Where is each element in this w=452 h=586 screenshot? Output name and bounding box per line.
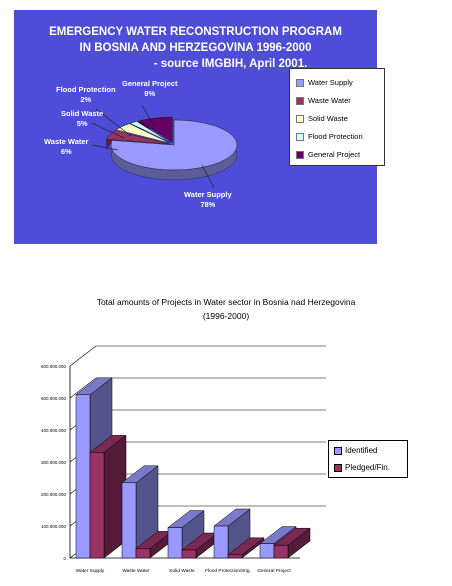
pie-legend-label-general-project: General Project: [308, 150, 361, 159]
bar-chart-title-line-1: Total amounts of Projects in Water secto…: [96, 297, 356, 307]
pie-leader-general-project: [141, 104, 155, 127]
bar-y-tick-label-6: 600.000.000: [41, 364, 67, 369]
bar-water-supply-pledged-fin: [89, 452, 105, 559]
bar-legend-item-identified: Identified: [334, 446, 377, 455]
bar-x-tick-label-water-supply: Water Supply: [76, 568, 105, 574]
bar-legend-label-identified: Identified: [345, 446, 378, 455]
pie-slice-waste-water: [106, 130, 169, 145]
bar-legend-item-pledged: Pledged/Fin.: [334, 463, 390, 472]
pie-slice-general-project: [137, 116, 173, 143]
bar-y-tick-label-1: 100.000.000: [41, 524, 67, 529]
pie-label-solid-waste-value: 5%: [76, 119, 88, 128]
bar-y-tick-label-5: 500.000.000: [41, 396, 67, 401]
pie-chart-plot: [91, 104, 238, 189]
bar-solid-waste-pledged-fin: [181, 549, 197, 559]
bar-y-tick-label-2: 200.000.000: [41, 492, 67, 497]
bar-x-tick-label-flood-protection-irrig: Flood Protection/Irrig.: [205, 568, 251, 574]
bar-legend-swatch-pledged: [334, 463, 342, 472]
pie-label-water-supply-name: Water Supply: [184, 190, 232, 199]
bar-solid-waste-identified: [167, 527, 183, 559]
bar-grid-diag-6: [69, 345, 97, 367]
pie-leader-solid-waste: [91, 122, 125, 139]
pie-chart-panel: EMERGENCY WATER RECONSTRUCTION PROGRAM I…: [14, 10, 385, 244]
bar-x-tick-label-solid-waste: Solid Waste: [169, 568, 195, 574]
bar-waste-water-pledged-fin: [135, 548, 151, 559]
pie-legend-label-water-supply: Water Supply: [308, 78, 353, 87]
pie-title-line-3: - source IMGBIH, April 2001.: [153, 58, 308, 70]
pie-title-line-1: EMERGENCY WATER RECONSTRUCTION PROGRAM: [49, 26, 342, 38]
pie-label-water-supply: Water Supply 78%: [184, 190, 232, 210]
bar-general-project-pledged-fin: [273, 544, 289, 559]
pie-legend-item-water-supply: Water Supply: [296, 78, 353, 88]
bar-water-supply-identified: [75, 394, 91, 559]
bar-y-tick-label-3: 300.000.000: [41, 460, 67, 465]
pie-legend-label-solid-waste: Solid Waste: [308, 114, 348, 123]
pie-label-solid-waste-name: Solid Waste: [61, 109, 104, 118]
bar-general-project-identified: [259, 543, 275, 559]
pie-label-water-supply-value: 78%: [200, 200, 216, 209]
pie-leader-waste-water: [91, 144, 119, 151]
bar-chart-title-line-2: (1996-2000): [202, 311, 250, 321]
pie-label-general-project: General Project 9%: [122, 79, 177, 99]
pie-label-general-project-value: 9%: [144, 89, 156, 98]
pie-title-line-2: IN BOSNIA AND HERZEGOVINA 1996-2000: [79, 42, 312, 54]
pie-slice-flood-protection: [129, 121, 171, 143]
pie-label-waste-water-name: Waste Water: [44, 137, 89, 146]
pie-legend-label-waste-water: Waste Water: [308, 96, 351, 105]
pie-label-flood-protection-value: 2%: [80, 95, 92, 104]
pie-label-flood-protection-name: Flood Protection: [56, 85, 116, 94]
bar-legend-label-pledged: Pledged/Fin.: [345, 463, 390, 472]
pie-label-waste-water: Waste Water 6%: [44, 137, 88, 157]
pie-slice-solid-waste: [115, 123, 170, 144]
bar-flood-protection-irrig-identified: [213, 525, 229, 559]
bar-flood-protection-irrig-pledged-fin: [227, 554, 243, 559]
bar-grid-diag-5: [69, 377, 97, 399]
bar-x-tick-label-waste-water: Waste Water: [122, 568, 150, 574]
pie-legend-swatch-waste-water: [296, 97, 304, 106]
pie-label-solid-waste: Solid Waste 5%: [61, 109, 103, 129]
pie-legend-swatch-water-supply: [296, 79, 304, 88]
pie-label-waste-water-value: 6%: [60, 147, 72, 156]
pie-legend: Water Supply Waste Water Solid Waste Flo…: [289, 68, 385, 166]
pie-legend-item-flood-protection: Flood Protection: [296, 132, 363, 142]
bar-legend-swatch-identified: [334, 446, 342, 455]
bar-x-tick-label-general-project: General Project: [257, 568, 291, 574]
pie-label-general-project-name: General Project: [122, 79, 178, 88]
pie-leader-water-supply: [201, 164, 215, 189]
pie-slice-water-supply: [110, 119, 238, 171]
bar-waste-water-identified: [121, 482, 137, 559]
pie-legend-swatch-general-project: [296, 151, 304, 160]
bar-y-tick-label-0: 0: [63, 556, 66, 561]
pie-legend-item-waste-water: Waste Water: [296, 96, 351, 106]
pie-label-flood-protection: Flood Protection 2%: [56, 85, 116, 105]
pie-legend-swatch-flood-protection: [296, 133, 304, 142]
bar-y-tick-label-4: 400.000.000: [41, 428, 67, 433]
pie-legend-label-flood-protection: Flood Protection: [308, 132, 363, 141]
pie-legend-swatch-solid-waste: [296, 115, 304, 124]
pie-leader-flood-protection: [95, 108, 132, 137]
bar-legend: Identified Pledged/Fin.: [328, 440, 408, 478]
pie-legend-item-general-project: General Project: [296, 150, 361, 160]
pie-legend-item-solid-waste: Solid Waste: [296, 114, 348, 124]
